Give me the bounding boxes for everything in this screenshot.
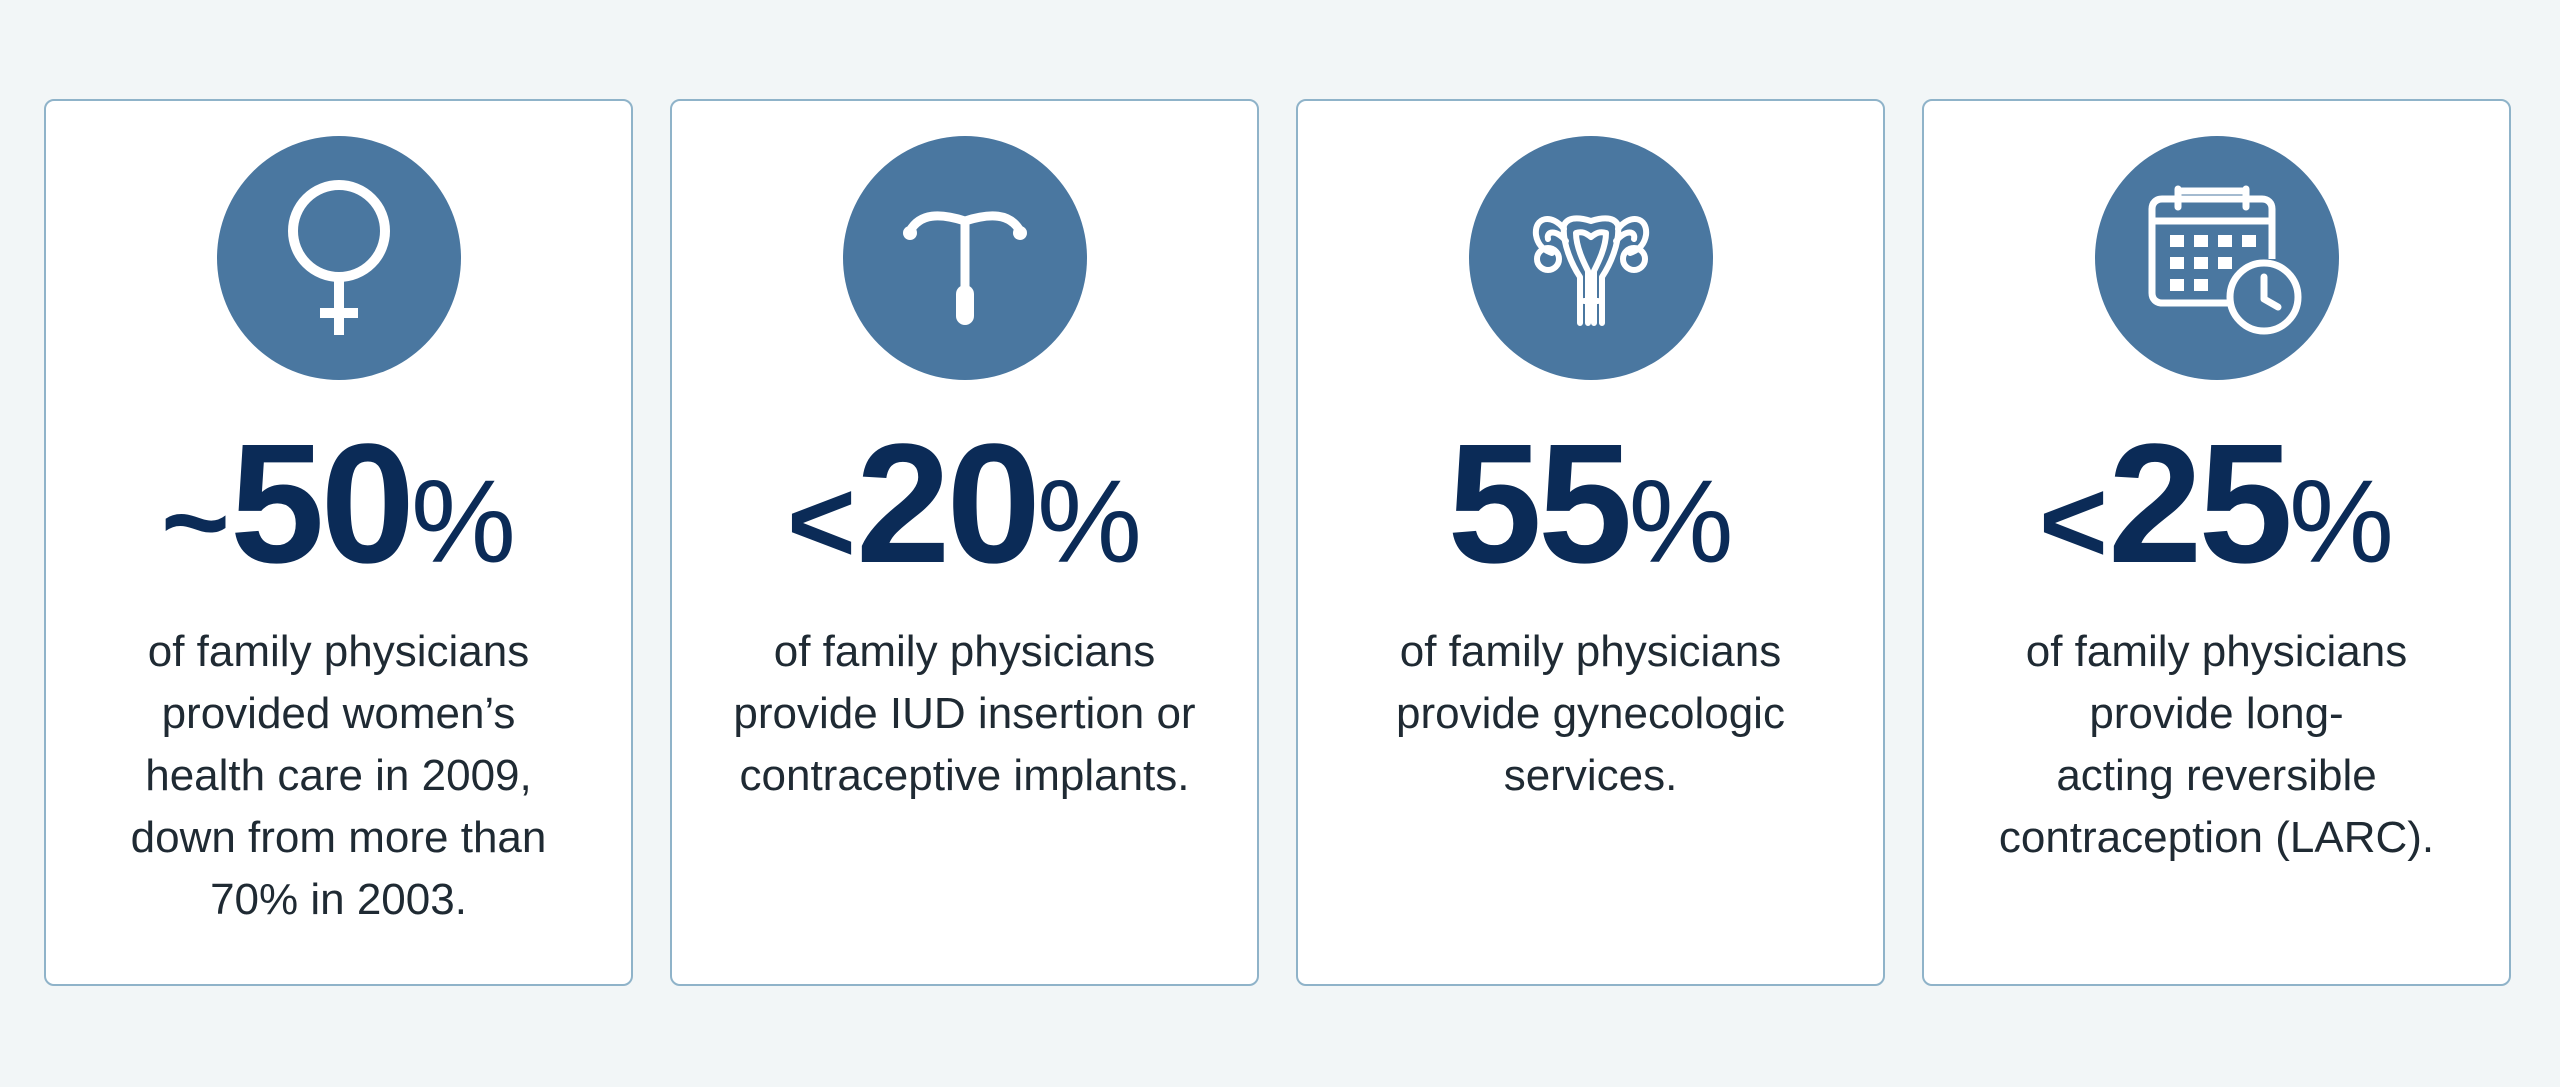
description-line: of family physicians — [2025, 627, 2408, 676]
description-line: acting reversible — [2056, 751, 2377, 800]
stat-number: 50 — [229, 409, 415, 599]
stat-description: of family physicians provide IUD inserti… — [692, 621, 1237, 807]
stat-prefix: < — [787, 456, 856, 588]
female-symbol-icon — [287, 180, 390, 335]
stat-card: ~50% of family physicians provided women… — [44, 99, 633, 986]
description-line: provide long- — [2089, 689, 2344, 738]
iud-icon — [902, 211, 1027, 325]
description-line: provide IUD insertion or — [733, 689, 1196, 738]
stat-number: 55 — [1447, 409, 1632, 599]
stat-value: 55% — [1298, 419, 1883, 589]
description-line: of family physicians — [773, 627, 1156, 676]
icon-circle — [1468, 136, 1713, 380]
stat-card: <25% of family physicians provide long- … — [1922, 99, 2511, 986]
stat-description: of family physicians provide gynecologic… — [1318, 621, 1863, 807]
description-line: health care in 2009, — [145, 751, 532, 800]
stat-number: 25 — [2107, 409, 2293, 599]
icon-circle — [2094, 136, 2339, 380]
stat-card: <20% of family physicians provide IUD in… — [670, 99, 1259, 986]
description-line: services. — [1503, 751, 1678, 800]
stat-value: <20% — [672, 419, 1257, 589]
description-line: provided women’s — [161, 689, 516, 738]
description-line: down from more than — [130, 813, 547, 862]
stat-value: <25% — [1924, 419, 2509, 589]
stat-number: 20 — [855, 409, 1041, 599]
stat-unit: % — [411, 456, 516, 588]
description-line: contraceptive implants. — [739, 751, 1190, 800]
description-line: of family physicians — [1399, 627, 1782, 676]
stat-unit: % — [2289, 456, 2394, 588]
stat-description: of family physicians provide long- actin… — [1944, 621, 2489, 869]
stat-unit: % — [1628, 456, 1734, 588]
stat-unit: % — [1037, 456, 1142, 588]
icon-circle — [216, 136, 461, 380]
icon-circle — [842, 136, 1087, 380]
description-line: contraception (LARC). — [1998, 813, 2435, 862]
stat-prefix: < — [2039, 456, 2108, 588]
stat-description: of family physicians provided women’s he… — [66, 621, 611, 931]
stat-prefix: ~ — [161, 456, 230, 588]
calendar-clock-icon — [2148, 185, 2301, 335]
description-line: 70% in 2003. — [210, 875, 467, 924]
uterus-icon — [1532, 215, 1649, 326]
description-line: of family physicians — [147, 627, 530, 676]
stat-card: 55% of family physicians provide gynecol… — [1296, 99, 1885, 986]
stat-value: ~50% — [46, 419, 631, 589]
description-line: provide gynecologic — [1396, 689, 1785, 738]
